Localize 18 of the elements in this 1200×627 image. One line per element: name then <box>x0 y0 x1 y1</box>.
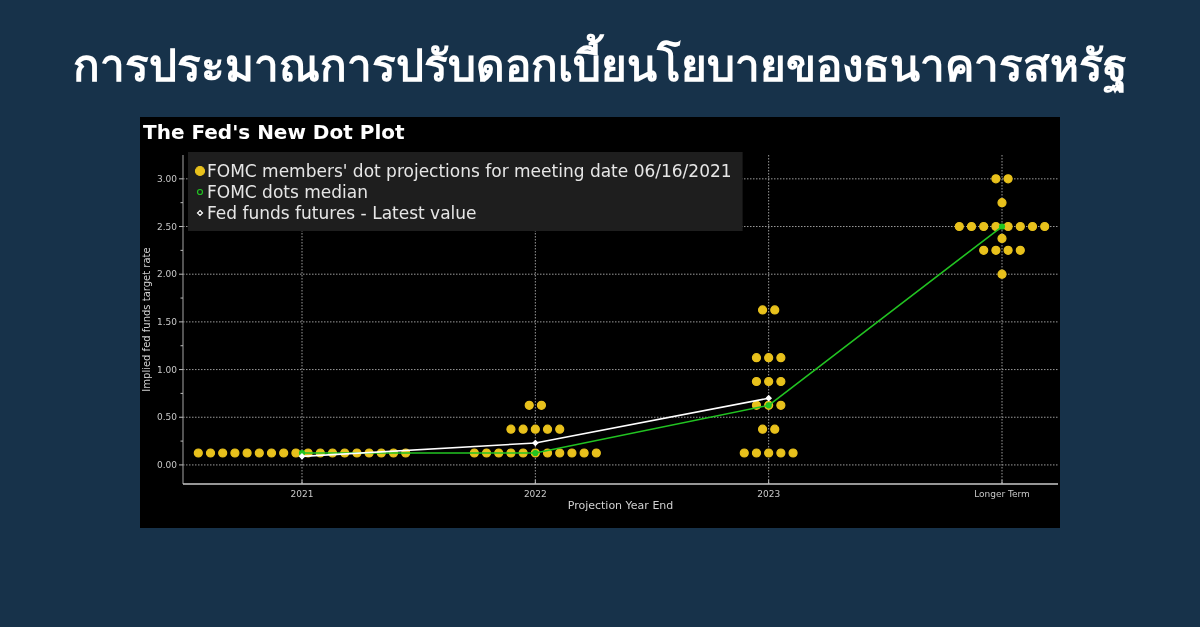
ytick: 0.50 <box>156 412 177 423</box>
legend-label: FOMC dots median <box>207 182 368 202</box>
legend-label: Fed funds futures - Latest value <box>207 203 477 223</box>
subtitle: The Fed's New Dot Plot <box>143 120 405 144</box>
ylabel: Implied fed funds target rate <box>141 247 152 392</box>
title: การประมาณการปรับดอกเบี้ยนโยบายของธนาคารสหรัฐ <box>73 24 1127 108</box>
xtick: Longer Term <box>974 489 1030 499</box>
xtick: 2023 <box>757 489 781 499</box>
ytick: 2.50 <box>156 221 177 232</box>
ytick: 3.00 <box>156 174 177 185</box>
ytick: 1.00 <box>156 364 177 375</box>
ytick: 1.50 <box>156 317 177 328</box>
legend-label: FOMC members' dot projections for meeting date 06/16/2021 <box>207 161 732 181</box>
xlabel: Projection Year End <box>567 499 674 512</box>
xtick: 2021 <box>290 489 314 499</box>
xtick: 2022 <box>523 489 547 499</box>
ytick: 2.00 <box>156 269 177 280</box>
ytick: 0.00 <box>156 460 177 471</box>
